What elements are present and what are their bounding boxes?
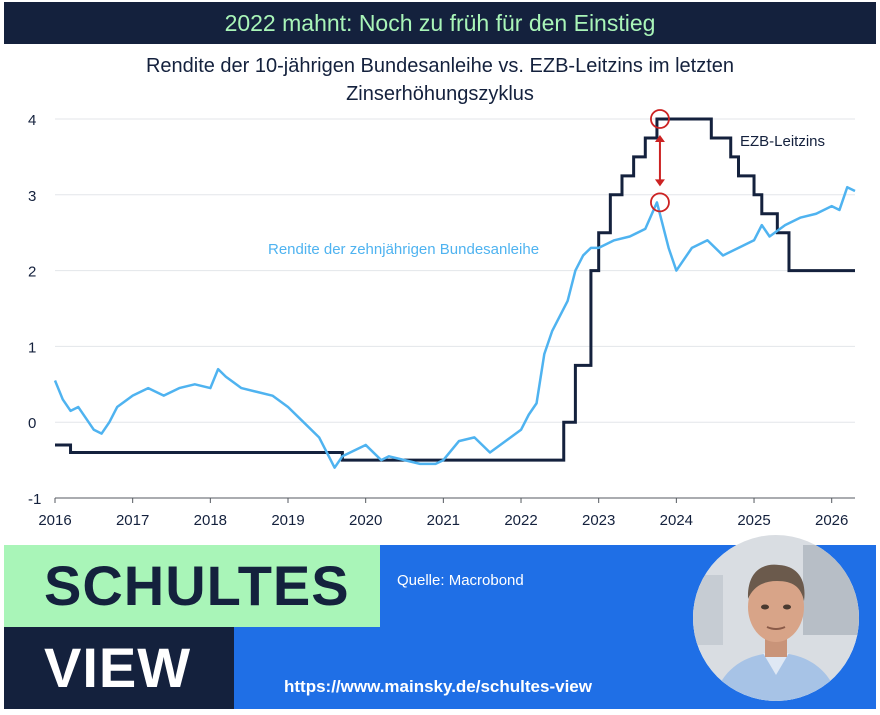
x-tick-label: 2020 (349, 512, 382, 529)
brand-schultes: SCHULTES (4, 545, 380, 627)
x-tick-label: 2016 (38, 512, 71, 529)
x-tick-label: 2022 (504, 512, 537, 529)
y-tick-label: -1 (28, 491, 41, 508)
brand-line-2: VIEW (44, 636, 192, 699)
title-banner: 2022 mahnt: Noch zu früh für den Einstie… (4, 2, 876, 44)
source-label: Quelle: Macrobond (397, 572, 524, 589)
x-tick-label: 2026 (815, 512, 848, 529)
highlight-circle-0 (650, 109, 670, 129)
spread-arrow-head-up (654, 135, 665, 142)
spread-arrow-head-down (654, 179, 665, 187)
x-tick-label: 2019 (271, 512, 304, 529)
brand-line-1: SCHULTES (44, 554, 350, 617)
annotation-ezb-leitzins: EZB-Leitzins (740, 133, 825, 150)
line-chart: -1 0 1 2 3 4 2016 2017 2018 2019 2020 2021 2022 2023 2… (28, 109, 856, 529)
x-tick-label: 2023 (582, 512, 615, 529)
y-tick-label: 1 (28, 339, 36, 356)
footer-blue-panel-lower (234, 627, 380, 709)
highlight-circle-1 (650, 192, 670, 213)
y-tick-label: 3 (28, 188, 36, 205)
x-tick-label: 2024 (660, 512, 693, 529)
x-tick-label: 2025 (737, 512, 770, 529)
series-line-bundesanleihe (53, 185, 856, 469)
y-tick-label: 2 (28, 264, 36, 281)
banner-title: 2022 mahnt: Noch zu früh für den Einstie… (224, 10, 656, 36)
x-tick-label: 2021 (427, 512, 460, 529)
y-tick-label: 4 (28, 112, 36, 129)
y-tick-label: 0 (28, 415, 36, 432)
series-line-ezb-leitzins (55, 117, 855, 462)
x-tick-label: 2018 (194, 512, 227, 529)
chart-title-line-1: Rendite der 10-jährigen Bundesanleihe vs… (145, 55, 735, 77)
chart-title-line-2: Zinserhöhungszyklus (346, 83, 534, 105)
x-tick-label: 2017 (116, 512, 149, 529)
chart-title: Rendite der 10-jährigen Bundesanleihe vs… (0, 52, 880, 108)
person-portrait-icon (693, 535, 859, 701)
author-portrait (693, 535, 859, 701)
annotation-bundesanleihe: Rendite der zehnjährigen Bundesanleihe (268, 241, 539, 258)
website-link[interactable]: https://www.mainsky.de/schultes-view (284, 677, 592, 696)
brand-view: VIEW (4, 627, 234, 709)
